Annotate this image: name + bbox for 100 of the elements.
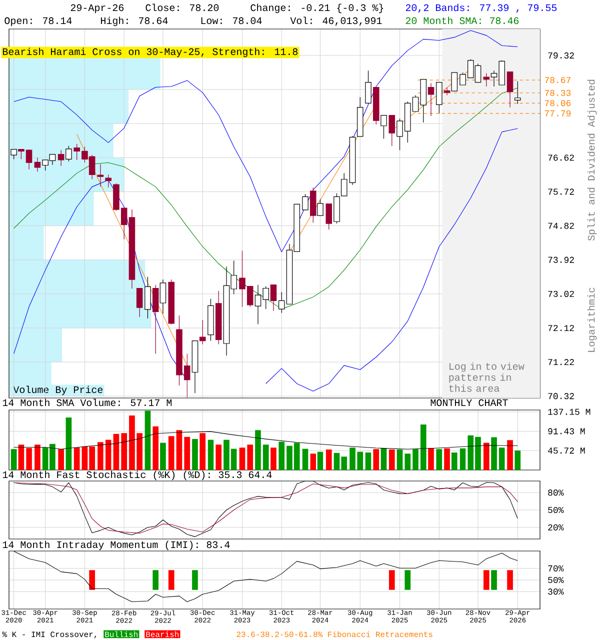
y-tick-label: 91.43 M [548, 428, 585, 434]
y-tick-label: 45.72 M [548, 448, 585, 454]
y-tick-label: 70% [548, 565, 564, 572]
candlestick [388, 114, 396, 146]
candlestick [66, 146, 72, 162]
band-label: Log in to view patterns in this area [449, 362, 524, 392]
bar [420, 424, 426, 470]
bar [216, 444, 222, 470]
candlestick [270, 284, 277, 312]
text: Vol: 46,013,991 [290, 16, 382, 26]
candlestick [436, 82, 442, 114]
bar [412, 449, 418, 470]
candlestick [326, 203, 332, 230]
ref-line-label: 78.33 [544, 90, 571, 96]
line-series [14, 431, 518, 450]
bar [144, 410, 151, 470]
candlestick [506, 71, 514, 108]
text: 14 Month SMA Volume: 57.17 M [2, 398, 172, 406]
ref-line-label: 78.67 [544, 77, 571, 84]
y-tick-label: 20% [548, 524, 564, 530]
candlestick [380, 114, 387, 140]
bar [176, 430, 182, 470]
bar [152, 426, 159, 470]
text: Volume By Price [13, 386, 103, 396]
text: 29-Apr-26 [70, 4, 124, 14]
bar [10, 449, 17, 470]
bar [396, 450, 403, 470]
text: Logarithmic [587, 288, 597, 352]
candlestick [302, 194, 308, 210]
chart-title: 14 Month Fast Stochastic (%K) (%D): 35.3 64.4 [2, 470, 272, 480]
candlestick [365, 70, 372, 104]
bar [136, 433, 142, 470]
y-axis-title: Split and Dividend Adjusted [587, 80, 597, 241]
bar [514, 450, 521, 470]
bar [326, 450, 332, 470]
bar [270, 448, 276, 470]
bar [18, 444, 24, 470]
text: MONTHLY CHART [430, 399, 508, 406]
bar [255, 430, 261, 470]
candlestick [451, 72, 458, 92]
bar [317, 452, 324, 470]
y-tick-label: 72.12 [548, 324, 574, 331]
text: Bearish [146, 631, 179, 638]
candlestick [34, 157, 41, 172]
bar [444, 448, 450, 470]
bar [105, 440, 112, 470]
text: 23.6-38.2-50-61.8% Fibonacci Retracements [236, 631, 432, 638]
candlestick [483, 72, 490, 87]
candlestick [514, 80, 521, 104]
bar [66, 417, 72, 470]
bar [168, 436, 174, 470]
bar [262, 444, 269, 470]
bar [278, 442, 285, 470]
text: Bullish [105, 631, 138, 638]
candlestick [428, 82, 434, 116]
y-tick-label: 70.32 [548, 393, 574, 400]
candlestick [340, 172, 348, 196]
y-tick-label: 73.92 [548, 256, 574, 263]
text: Low: 78.04 [201, 17, 262, 24]
y-tick-label: 50% [548, 506, 564, 514]
candlestick [58, 150, 64, 166]
y-tick-label: 73.02 [548, 290, 574, 297]
legend-title: % K - IMI Crossover, [2, 632, 96, 638]
bar [302, 448, 308, 470]
candlestick [199, 320, 206, 345]
bar [74, 448, 80, 470]
bar [160, 442, 166, 470]
y-tick-label: 76.62 [548, 154, 574, 161]
candlestick [444, 87, 450, 96]
ref-line-label: 78.06 [544, 100, 571, 106]
bar [247, 444, 254, 470]
bar [451, 452, 458, 470]
bar [200, 433, 206, 470]
bar [428, 448, 434, 470]
ref-line-label: 77.79 [544, 110, 571, 116]
bar [184, 436, 190, 470]
y-tick-label: 137.15 M [548, 408, 590, 415]
text: High: 78.64 [100, 16, 168, 26]
bar [34, 444, 40, 470]
bar [436, 449, 442, 470]
candlestick [317, 199, 324, 216]
bar [113, 434, 120, 470]
text: Close: 78.20 [146, 4, 219, 12]
y-tick-label: 74.82 [548, 222, 574, 229]
bar [129, 416, 135, 470]
annotation: Bearish Harami Cross on 30-May-25, Strength: 11.8 [2, 48, 298, 58]
y-tick-label: 79.32 [548, 52, 574, 59]
y-tick-label: 30% [548, 588, 564, 595]
bar [483, 442, 490, 470]
y-tick-label: 75.72 [548, 188, 574, 195]
bar [388, 450, 395, 470]
y-tick-label: 80% [548, 490, 564, 496]
bar [239, 448, 246, 470]
y-tick-label: 71.22 [548, 359, 574, 366]
bar [404, 454, 411, 470]
bar [380, 448, 387, 470]
bar [310, 454, 316, 470]
bar [121, 433, 128, 470]
bar [507, 440, 513, 470]
bar [365, 452, 372, 470]
